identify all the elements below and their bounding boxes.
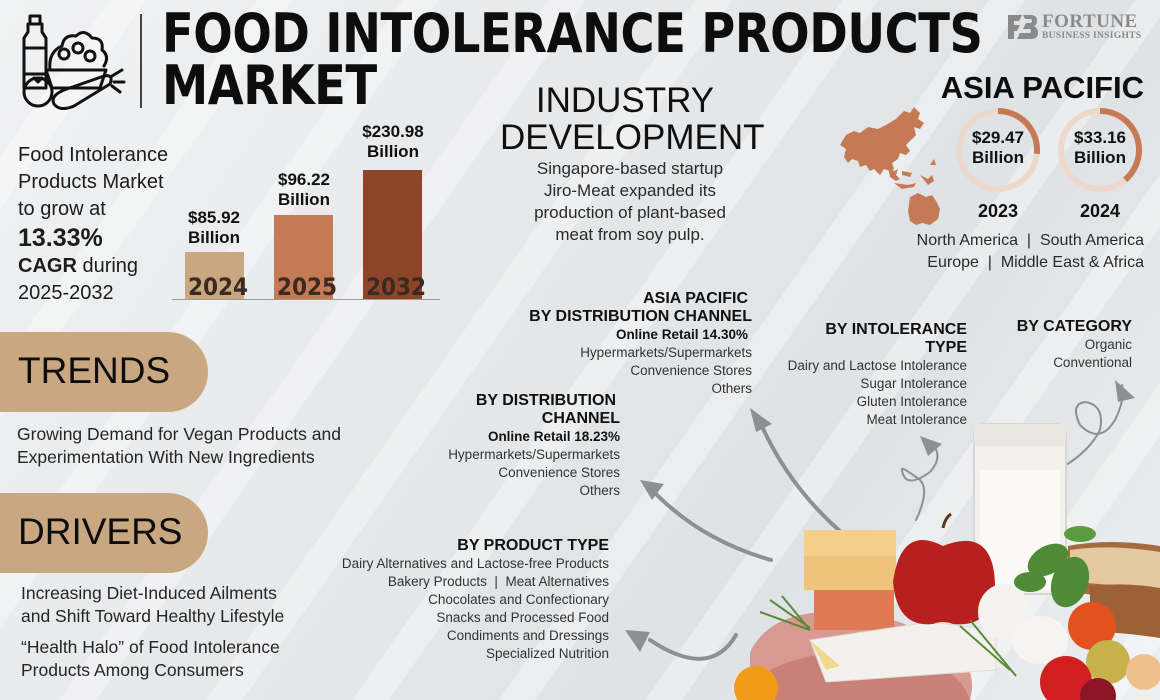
growth-line-2: Products Market (18, 171, 164, 193)
page-title: FOOD INTOLERANCE PRODUCTS MARKET (162, 2, 983, 117)
title-divider (140, 14, 142, 108)
growth-summary: Food Intolerance Products Market to grow… (18, 142, 168, 307)
brand-subtitle: BUSINESS INSIGHTS (1042, 31, 1142, 41)
market-size-bar-chart: $85.92 Billion 2024 $96.22 Billion 2025 $2… (172, 112, 440, 302)
trends-text: Growing Demand for Vegan Products and Ex… (17, 424, 341, 467)
title-line-1: FOOD INTOLERANCE PRODUCTS (162, 2, 983, 65)
industry-development-title: INDUSTRY DEVELOPMENT (500, 81, 765, 157)
donut-year-2024: 2024 (1079, 201, 1121, 221)
chart-baseline (172, 299, 440, 300)
title-line-2: MARKET (162, 54, 377, 117)
bar-label-2024: $85.92 Billion (188, 208, 240, 247)
cagr-label: CAGR (18, 255, 77, 277)
segment-intolerance-type: BY INTOLERANCE TYPE Dairy and Lactose In… (787, 321, 967, 427)
driver-item-2: “Health Halo” of Food Intolerance Produc… (21, 637, 280, 680)
donut-value-2023: $29.47 Billion (972, 128, 1024, 167)
cagr-during: during (76, 255, 139, 277)
segment-category: BY CATEGORY Organic Conventional (1016, 318, 1132, 370)
rosemary-icon (759, 595, 1017, 677)
asia-pacific-title: ASIA PACIFIC (940, 70, 1144, 105)
trends-badge: TRENDS (0, 332, 208, 412)
segment-product-type: BY PRODUCT TYPE Dairy Alternatives and L… (341, 537, 609, 661)
donut-2024: $33.16 Billion 2024 (1056, 106, 1144, 226)
cherry-tomatoes-icon (734, 602, 1160, 700)
driver-item-1: Increasing Diet-Induced Ailments and Shi… (21, 583, 285, 626)
drivers-badge: DRIVERS (0, 493, 208, 573)
donut-2023: $29.47 Billion 2023 (954, 106, 1042, 226)
eggs-icon (978, 584, 1068, 664)
industry-development-text: Singapore-based startup Jiro-Meat expand… (534, 159, 726, 244)
donut-ring-2024 (1058, 108, 1142, 192)
basil-leaves-icon (1014, 526, 1096, 608)
apple-icon (893, 512, 995, 625)
brand-logo: FORTUNE BUSINESS INSIGHTS (1006, 12, 1141, 42)
trends-label: TRENDS (18, 350, 171, 391)
bar-label-2025: $96.22 Billion (278, 170, 330, 209)
donut-year-2023: 2023 (977, 201, 1019, 221)
bar-2025: 2025 (274, 215, 338, 301)
bar-2024: 2024 (185, 252, 249, 301)
drivers-label: DRIVERS (18, 511, 183, 552)
asia-pacific-map-icon (840, 107, 940, 225)
brie-cheese-icon (809, 621, 997, 683)
segment-ap-distribution: ASIA PACIFIC BY DISTRIBUTION CHANNEL Onl… (529, 290, 752, 396)
cheese-block-icon (804, 530, 896, 630)
bar-label-2032: $230.98 Billion (362, 122, 424, 161)
other-regions: North America | South America Europe | M… (916, 232, 1144, 271)
cagr-value: 13.33% (18, 224, 103, 252)
forecast-period: 2025-2032 (18, 282, 114, 304)
bar-2032: 2032 (363, 170, 427, 301)
bar-year-2024: 2024 (187, 273, 249, 301)
bar-year-2032: 2032 (365, 273, 427, 301)
food-products-image (734, 423, 1160, 700)
growth-line-3: to grow at (18, 198, 106, 220)
bar-year-2025: 2025 (276, 273, 338, 301)
bread-slices-icon (1068, 542, 1160, 638)
donut-ring-2023 (956, 108, 1040, 192)
segment-distribution: BY DISTRIBUTION CHANNEL Online Retail 18… (448, 392, 620, 498)
brand-mark-icon (1008, 14, 1038, 39)
food-basket-icon (22, 14, 126, 110)
growth-line-1: Food Intolerance (18, 144, 169, 166)
donut-value-2024: $33.16 Billion (1074, 128, 1126, 167)
arrow-to-product-type-icon (625, 630, 738, 661)
brand-name: FORTUNE (1042, 11, 1138, 32)
